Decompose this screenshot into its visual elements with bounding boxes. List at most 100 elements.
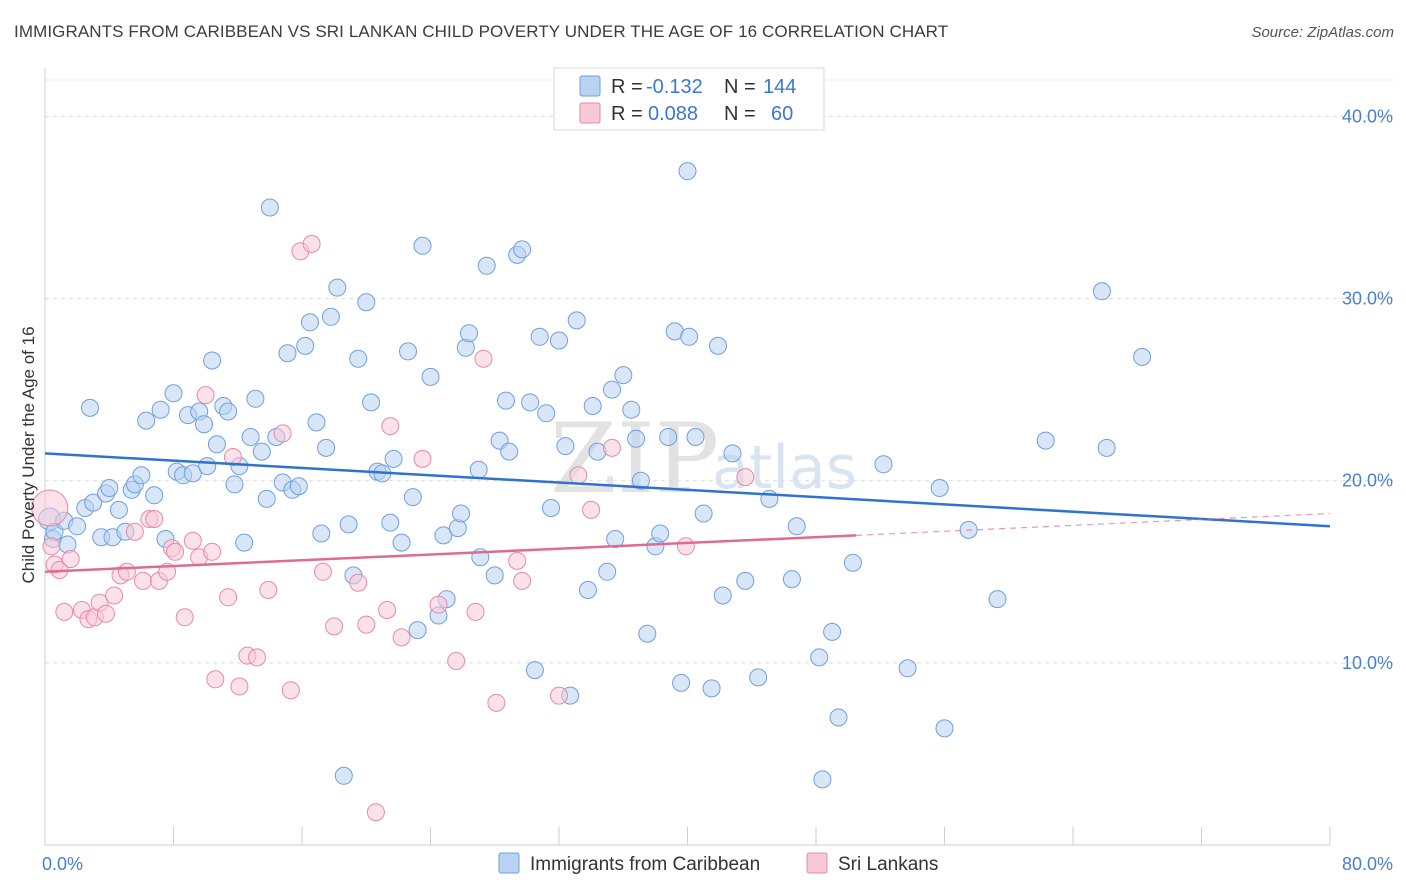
srilankan-point (603, 438, 621, 457)
srilankan-point (381, 417, 400, 436)
caribbean-point (362, 393, 381, 412)
srilankan-point (378, 601, 397, 619)
caribbean-point (930, 479, 949, 497)
srilankan-point (61, 550, 80, 568)
caribbean-point (513, 240, 532, 259)
caribbean-point (843, 553, 862, 572)
caribbean-point (68, 517, 87, 536)
caribbean-point (678, 162, 697, 181)
caribbean-point (207, 435, 226, 454)
caribbean-point (874, 455, 893, 474)
srilankan-point (474, 349, 493, 368)
caribbean-point (301, 313, 319, 332)
caribbean-point (694, 504, 713, 523)
y-axis-label: Child Poverty Under the Age of 16 (19, 326, 38, 583)
srilankan-point (259, 581, 278, 599)
srilankan-point (175, 608, 194, 627)
caribbean-point (448, 519, 467, 538)
bottom-legend: Immigrants from Caribbean Sri Lankans (498, 852, 938, 875)
caribbean-point (392, 533, 411, 552)
srilankan-point (736, 468, 755, 487)
caribbean-point (988, 590, 1007, 609)
srilankan-point (366, 803, 385, 822)
caribbean-point (813, 770, 832, 789)
caribbean-point (530, 327, 549, 346)
legend-n-label-2: N = (724, 103, 756, 125)
caribbean-point (638, 624, 657, 643)
caribbean-point (1036, 431, 1055, 450)
srilankan-point (117, 562, 136, 581)
srilankan-point (281, 681, 300, 700)
caribbean-point (500, 442, 519, 461)
caribbean-point (556, 437, 575, 456)
y-tick-label: 20.0% (1342, 471, 1393, 491)
caribbean-point (403, 488, 422, 507)
caribbean-point (219, 402, 238, 421)
caribbean-point (525, 661, 544, 680)
srilankan-point (550, 686, 568, 705)
caribbean-point (686, 428, 705, 446)
caribbean-point (349, 349, 368, 368)
y-tick-label: 40.0% (1342, 106, 1393, 126)
caribbean-point (339, 515, 358, 534)
caribbean-point (456, 338, 475, 357)
legend-r-value-2: 0.088 (648, 103, 698, 125)
caribbean-point (823, 622, 842, 641)
caribbean-point (651, 524, 670, 543)
caribbean-point (736, 571, 755, 590)
caribbean-point (550, 331, 568, 350)
legend-n-value-2: 60 (771, 103, 793, 125)
caribbean-point (1133, 347, 1152, 366)
caribbean-point (198, 457, 217, 476)
caribbean-point (583, 397, 602, 415)
caribbean-point (598, 562, 617, 581)
caribbean-point (542, 499, 560, 517)
srilankan-point (248, 648, 266, 667)
caribbean-point (137, 411, 156, 430)
srilankan-point (230, 677, 249, 696)
trend-lines (44, 452, 1331, 574)
caribbean-point (434, 526, 453, 545)
srilankan-point (31, 489, 69, 527)
caribbean-point (328, 278, 347, 297)
trend-line-caribbean (44, 452, 1331, 528)
caribbean-point (381, 513, 400, 532)
gridlines (45, 79, 1395, 664)
caribbean-point (183, 464, 202, 483)
srilankan-point (42, 537, 61, 556)
caribbean-point (603, 380, 621, 399)
x-tick-label: 0.0% (42, 854, 83, 874)
legend-r-value-1: -0.132 (646, 76, 703, 98)
caribbean-point (782, 570, 801, 589)
srilankan-point (349, 573, 368, 592)
bottom-legend-label-caribbean: Immigrants from Caribbean (530, 854, 760, 875)
srilankan-point (196, 386, 215, 405)
y-tick-label: 10.0% (1342, 653, 1393, 673)
srilankan-point (223, 448, 242, 466)
caribbean-point (246, 389, 265, 408)
srilankan-point (313, 562, 332, 581)
caribbean-point (109, 500, 128, 519)
legend-swatch-srilankans (579, 102, 601, 124)
legend-r-label-1: R = (611, 76, 643, 98)
caribbean-point (723, 444, 742, 463)
srilankan-point (134, 571, 152, 590)
srilankan-point (429, 595, 448, 614)
caribbean-point (257, 489, 276, 508)
caribbean-point (460, 324, 478, 343)
srilankan-point (166, 542, 185, 561)
srilankan-point (466, 602, 485, 621)
caribbean-point (145, 486, 164, 505)
caribbean-point (81, 398, 99, 417)
caribbean-point (241, 428, 260, 446)
caribbean-point (702, 679, 721, 698)
caribbean-point (713, 586, 732, 605)
caribbean-point (469, 460, 488, 479)
caribbean-point (627, 429, 646, 448)
caribbean-point (578, 581, 597, 599)
caribbean-point (537, 404, 556, 423)
caribbean-point (321, 307, 340, 326)
caribbean-point (631, 471, 650, 490)
srilankan-point (145, 510, 164, 528)
caribbean-point (477, 256, 496, 275)
